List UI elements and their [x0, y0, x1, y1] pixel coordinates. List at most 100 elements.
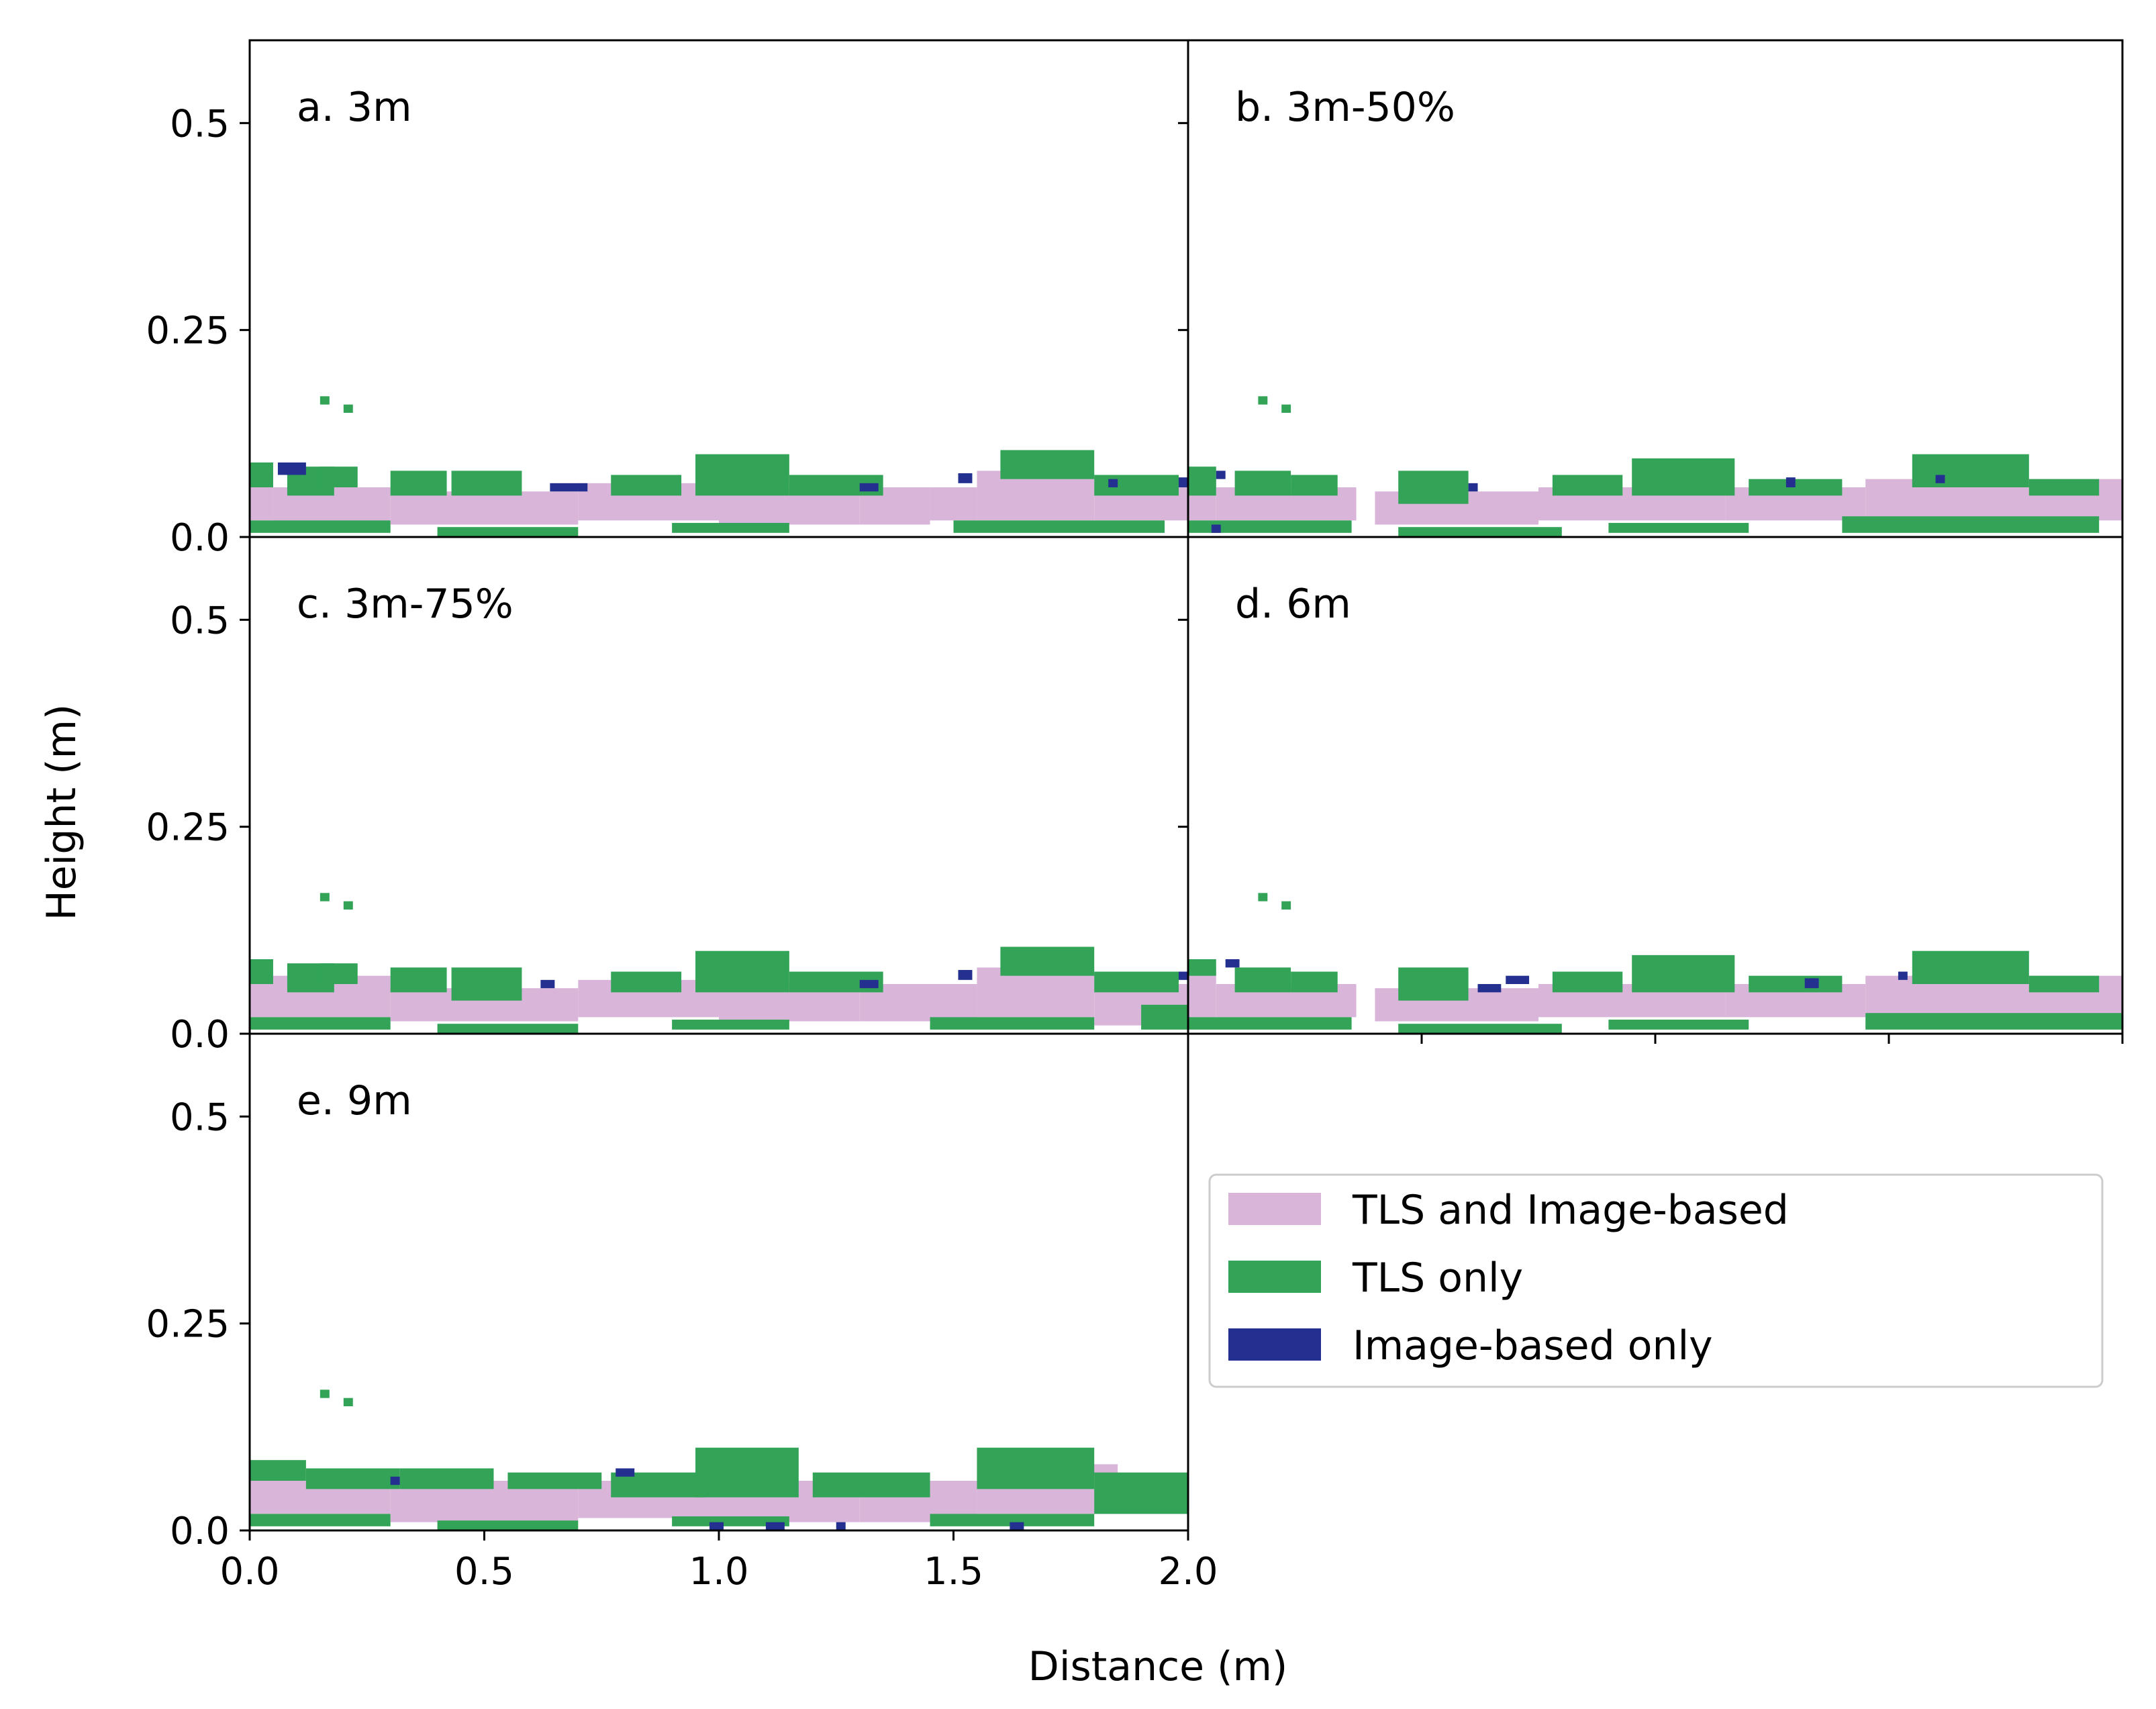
- x-tick-label: 1.0: [689, 1550, 748, 1594]
- heatmap-cell: [320, 396, 330, 405]
- heatmap-cell: [611, 971, 682, 993]
- heatmap-cell: [1398, 471, 1469, 504]
- panel-a-cells: [250, 396, 1188, 537]
- heatmap-cell: [507, 1472, 602, 1490]
- panel-e: 0.0 0.25 0.5 0.0 0.5 1.0 1.5 2.0 e. 9m: [146, 1032, 1218, 1594]
- heatmap-cell: [930, 1514, 1095, 1526]
- x-tick-label: 1.5: [924, 1550, 983, 1594]
- panel-e-title: e. 9m: [297, 1077, 412, 1124]
- heatmap-cell: [437, 1520, 579, 1530]
- heatmap-cell: [1804, 978, 1819, 989]
- heatmap-cell: [859, 483, 879, 492]
- heatmap-cell: [1094, 1472, 1188, 1514]
- heatmap-cell: [250, 462, 273, 487]
- panel-e-cells: [250, 1389, 1188, 1530]
- heatmap-cell: [1234, 967, 1291, 993]
- heatmap-cell: [1234, 471, 1291, 496]
- heatmap-cell: [320, 893, 330, 901]
- heatmap-cell: [1506, 975, 1530, 984]
- heatmap-cell: [250, 520, 391, 533]
- heatmap-cell: [836, 1522, 846, 1530]
- heatmap-cell: [1000, 450, 1095, 479]
- heatmap-cell: [250, 1017, 391, 1030]
- heatmap-cell: [1912, 950, 2029, 984]
- heatmap-cell: [1291, 475, 1338, 496]
- panels: 0.0 0.25 0.5 a. 3m b. 3m-50% 0.0 0.25 0.5 c. 3m-…: [146, 39, 2124, 1594]
- heatmap-cell: [1477, 984, 1502, 993]
- heatmap-cell: [1898, 971, 1908, 980]
- heatmap-cell: [1141, 1004, 1188, 1030]
- heatmap-cell: [305, 1468, 400, 1490]
- heatmap-cell: [1258, 396, 1268, 405]
- heatmap-cell: [1749, 975, 1843, 993]
- heatmap-cell: [1842, 516, 2100, 533]
- heatmap-cell: [1188, 1017, 1352, 1030]
- heatmap-cell: [451, 471, 522, 496]
- heatmap-cell: [977, 967, 1095, 1018]
- heatmap-cell: [695, 1447, 799, 1498]
- heatmap-cell: [695, 454, 789, 496]
- heatmap-cell: [1258, 893, 1268, 901]
- x-axis-label: Distance (m): [1028, 1643, 1288, 1690]
- heatmap-cell: [1000, 946, 1095, 976]
- x-tick-label: 0.0: [219, 1550, 279, 1594]
- heatmap-cell: [250, 1514, 391, 1526]
- heatmap-cell: [1094, 475, 1179, 496]
- legend-swatch-tls-only: [1228, 1261, 1321, 1293]
- heatmap-cell: [1912, 454, 2029, 487]
- legend-label-both: TLS and Image-based: [1352, 1187, 1789, 1234]
- y-tick-label: 0.25: [146, 1303, 230, 1347]
- heatmap-cell: [1281, 404, 1291, 413]
- legend-swatch-image-only: [1228, 1328, 1321, 1361]
- heatmap-cell: [1179, 477, 1188, 487]
- panel-d: d. 6m: [1178, 536, 2124, 1044]
- heatmap-cell: [390, 1476, 400, 1485]
- y-tick-label: 0.5: [170, 102, 230, 146]
- heatmap-cell: [1094, 971, 1179, 993]
- heatmap-cell: [611, 475, 682, 496]
- heatmap-cell: [1865, 1013, 2122, 1030]
- heatmap-cell: [765, 1522, 785, 1530]
- heatmap-cell: [343, 901, 353, 910]
- panel-c: 0.0 0.25 0.5 c. 3m-75%: [146, 536, 1189, 1057]
- heatmap-cell: [399, 1468, 494, 1490]
- heatmap-cell: [1398, 967, 1469, 1001]
- heatmap-cell: [1188, 959, 1216, 976]
- heatmap-cell: [958, 473, 973, 483]
- panel-b-cells: [1188, 396, 2122, 537]
- panel-c-cells: [250, 893, 1188, 1034]
- heatmap-cell: [1398, 1024, 1562, 1034]
- y-axis-label: Height (m): [38, 704, 85, 921]
- x-tick-label: 2.0: [1158, 1550, 1218, 1594]
- heatmap-cell: [930, 1017, 1095, 1030]
- y-tick-label: 0.5: [170, 599, 230, 642]
- legend-label-image-only: Image-based only: [1353, 1322, 1713, 1369]
- heatmap-cell: [672, 523, 789, 533]
- heatmap-cell: [1291, 971, 1338, 993]
- panel-b: b. 3m-50%: [1178, 39, 2124, 538]
- heatmap-cell: [343, 404, 353, 413]
- panel-c-title: c. 3m-75%: [297, 581, 513, 628]
- heatmap-cell: [1552, 971, 1623, 993]
- panel-b-title: b. 3m-50%: [1235, 84, 1455, 131]
- heatmap-cell: [320, 963, 358, 984]
- heatmap-cell: [437, 1024, 579, 1034]
- heatmap-cell: [1188, 967, 1216, 1018]
- heatmap-cell: [616, 1468, 635, 1477]
- heatmap-cell: [1188, 520, 1352, 533]
- heatmap-cell: [1281, 901, 1291, 910]
- heatmap-cell: [977, 1447, 1095, 1490]
- heatmap-cell: [953, 520, 1165, 533]
- heatmap-cell: [859, 979, 879, 989]
- heatmap-cell: [1179, 971, 1188, 980]
- heatmap-cell: [550, 483, 588, 492]
- heatmap-cell: [672, 1020, 789, 1030]
- heatmap-cell: [1211, 524, 1221, 533]
- heatmap-cell: [390, 967, 447, 993]
- heatmap-cell: [320, 467, 358, 487]
- heatmap-cell: [2028, 975, 2100, 993]
- heatmap-cell: [437, 527, 579, 537]
- heatmap-cell: [695, 950, 789, 993]
- heatmap-cell: [250, 1460, 306, 1481]
- y-tick-label: 0.25: [146, 806, 230, 850]
